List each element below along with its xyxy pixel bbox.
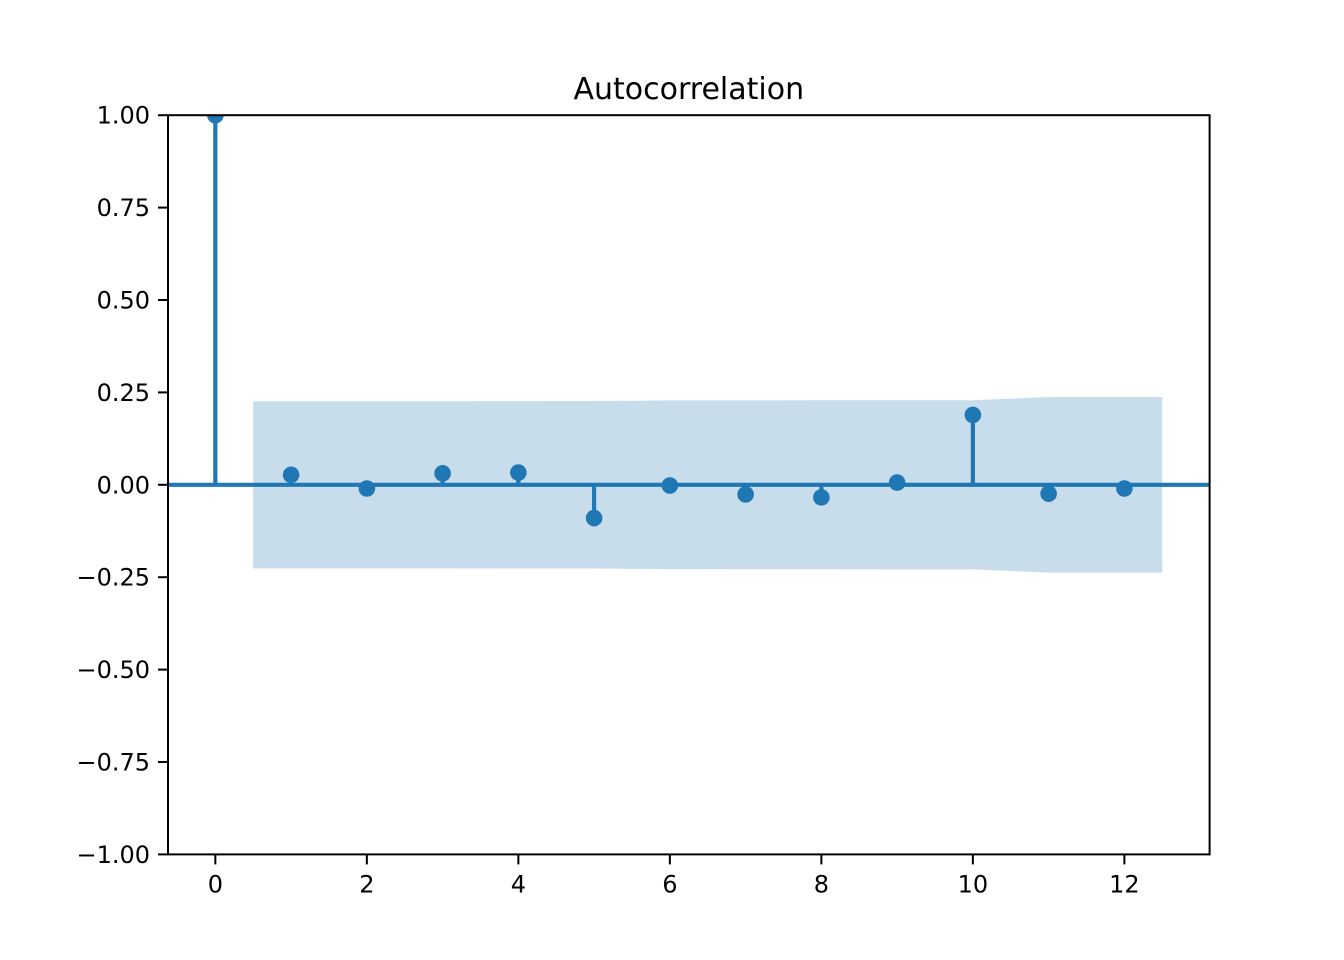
chart-title: Autocorrelation xyxy=(573,72,804,107)
marker-lag-7 xyxy=(737,486,754,503)
x-axis-ticks: 0 2 4 6 8 10 12 xyxy=(208,854,1140,898)
y-tick-label-0: 1.00 xyxy=(97,102,150,130)
marker-lag-1 xyxy=(282,466,300,484)
y-tick-label-8: −1.00 xyxy=(76,841,150,869)
y-tick-label-3: 0.25 xyxy=(97,379,150,407)
y-axis-ticks: 1.00 0.75 0.50 0.25 0.00 −0.25 −0.50 −0.75 −1.00 xyxy=(76,102,168,869)
x-tick-label-12: 12 xyxy=(1109,870,1140,898)
x-tick-label-6: 6 xyxy=(662,870,677,898)
marker-lag-3 xyxy=(434,465,451,482)
x-tick-label-4: 4 xyxy=(511,870,526,898)
marker-lag-5 xyxy=(585,509,603,527)
x-tick-label-10: 10 xyxy=(958,870,989,898)
x-tick-label-8: 8 xyxy=(814,870,829,898)
y-tick-label-7: −0.75 xyxy=(76,749,150,777)
marker-lag-12 xyxy=(1116,480,1133,497)
marker-lag-4 xyxy=(510,464,527,481)
y-tick-label-6: −0.50 xyxy=(76,656,150,684)
marker-lag-6 xyxy=(661,477,679,494)
marker-lag-11 xyxy=(1040,485,1057,502)
marker-lag-9 xyxy=(888,474,906,491)
acf-stem-series xyxy=(168,115,1210,527)
x-tick-label-0: 0 xyxy=(208,870,223,898)
y-tick-label-1: 0.75 xyxy=(97,194,150,222)
y-tick-label-5: −0.25 xyxy=(76,564,150,592)
marker-lag-10 xyxy=(964,406,982,424)
x-tick-label-2: 2 xyxy=(359,870,374,898)
y-tick-label-2: 0.50 xyxy=(97,287,150,315)
y-tick-label-4: 0.00 xyxy=(97,471,150,499)
marker-lag-2 xyxy=(358,480,376,497)
marker-lag-8 xyxy=(813,489,830,506)
marker-lag-0 xyxy=(207,115,224,124)
